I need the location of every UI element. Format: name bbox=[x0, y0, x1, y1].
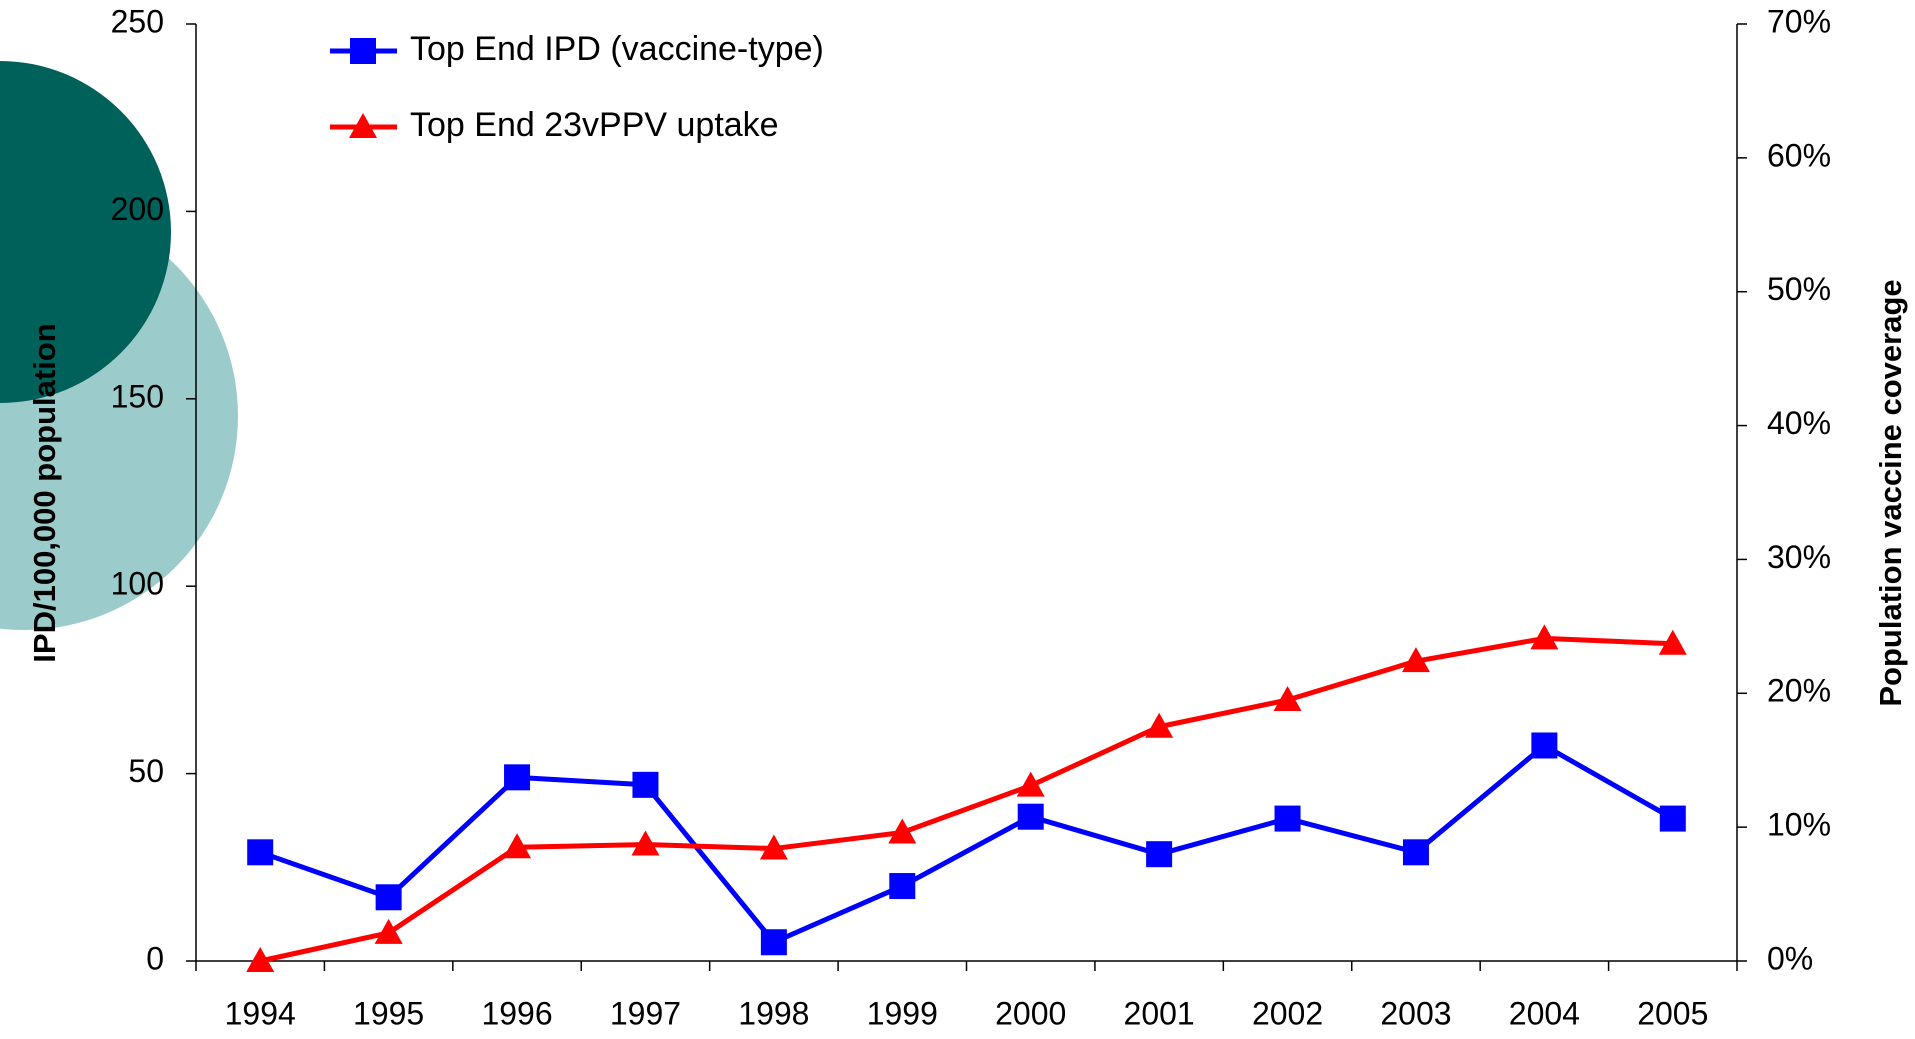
y-tick-label: 50 bbox=[128, 753, 164, 789]
marker bbox=[1275, 806, 1301, 832]
x-tick-label: 1998 bbox=[738, 995, 809, 1031]
x-tick-label: 1994 bbox=[225, 995, 296, 1031]
marker bbox=[247, 839, 273, 865]
y-axis-title: IPD/100,000 population bbox=[27, 323, 62, 662]
y2-tick-label: 70% bbox=[1767, 3, 1831, 39]
x-tick-label: 1997 bbox=[610, 995, 681, 1031]
y2-tick-label: 40% bbox=[1767, 405, 1831, 441]
y-tick-label: 200 bbox=[111, 191, 164, 227]
y2-tick-label: 20% bbox=[1767, 673, 1831, 709]
marker bbox=[1018, 804, 1044, 830]
x-tick-label: 2002 bbox=[1252, 995, 1323, 1031]
marker bbox=[376, 884, 402, 910]
marker bbox=[761, 929, 787, 955]
legend-text: Top End IPD (vaccine-type) bbox=[410, 30, 824, 68]
series-line bbox=[260, 638, 1673, 961]
marker bbox=[1146, 841, 1172, 867]
x-tick-label: 2003 bbox=[1380, 995, 1451, 1031]
y2-tick-label: 60% bbox=[1767, 137, 1831, 173]
x-tick-label: 1999 bbox=[867, 995, 938, 1031]
x-tick-label: 1995 bbox=[353, 995, 424, 1031]
y2-tick-label: 30% bbox=[1767, 539, 1831, 575]
series-line bbox=[260, 745, 1673, 942]
y-tick-label: 250 bbox=[111, 3, 164, 39]
y2-tick-label: 10% bbox=[1767, 807, 1831, 843]
marker bbox=[1531, 732, 1557, 758]
marker bbox=[889, 873, 915, 899]
page: {"chart_data": {"type": "line", "categor… bbox=[0, 0, 1915, 1039]
marker bbox=[1403, 839, 1429, 865]
x-tick-label: 2000 bbox=[995, 995, 1066, 1031]
chart: IPD/100,000 population Population vaccin… bbox=[0, 0, 1915, 1039]
y2-tick-label: 0% bbox=[1767, 940, 1813, 976]
y2-tick-label: 50% bbox=[1767, 271, 1831, 307]
x-tick-label: 2004 bbox=[1509, 995, 1580, 1031]
y2-axis-title: Population vaccine coverage bbox=[1873, 279, 1908, 706]
marker bbox=[1017, 772, 1045, 797]
y-tick-label: 100 bbox=[111, 566, 164, 602]
y-tick-label: 150 bbox=[111, 378, 164, 414]
marker bbox=[1660, 806, 1686, 832]
legend-text: Top End 23vPPV uptake bbox=[410, 106, 779, 144]
y-tick-label: 0 bbox=[146, 940, 164, 976]
marker bbox=[350, 38, 376, 64]
x-tick-label: 1996 bbox=[481, 995, 552, 1031]
marker bbox=[375, 919, 403, 944]
marker bbox=[504, 764, 530, 790]
marker bbox=[632, 772, 658, 798]
x-tick-label: 2005 bbox=[1637, 995, 1708, 1031]
x-tick-label: 2001 bbox=[1124, 995, 1195, 1031]
